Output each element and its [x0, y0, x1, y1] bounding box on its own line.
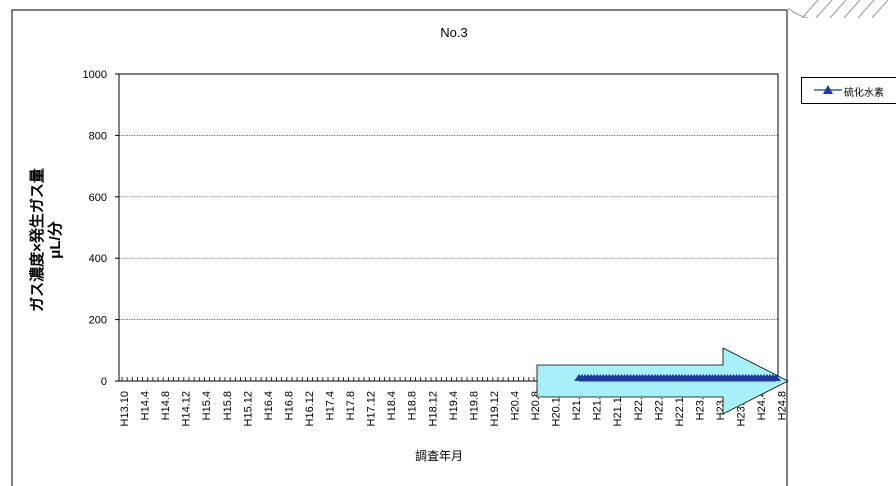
y-axis-label: ガス濃度×発生ガス量μL/分: [28, 168, 64, 312]
x-tick-label: H15.4: [201, 391, 213, 420]
x-tick-label: H21.4: [571, 391, 583, 420]
plot-area: [118, 73, 779, 382]
x-tick-label: H19.4: [448, 391, 460, 420]
chart-title: No.3: [440, 25, 467, 40]
x-tick-label: H19.12: [489, 391, 501, 426]
data-point: [771, 374, 781, 381]
x-tick-label: H16.12: [304, 391, 316, 426]
corner-decoration: [788, 0, 889, 18]
x-tick-label: H15.8: [222, 391, 234, 420]
x-tick-label: H14.12: [181, 391, 193, 426]
y-tick-label: 1000: [83, 69, 107, 81]
y-axis-label-line: μL/分: [47, 221, 64, 259]
x-tick-label: H18.4: [386, 391, 398, 420]
x-tick-label: H22.12: [674, 391, 686, 426]
y-tick-label: 200: [89, 315, 107, 327]
x-tick-label: H17.8: [345, 391, 357, 420]
x-tick-label: H20.4: [509, 391, 521, 420]
x-tick-label: H16.8: [283, 391, 295, 420]
x-tick-label: H19.8: [468, 391, 480, 420]
legend-label: 硫化水素: [844, 88, 884, 99]
y-axis-label-line: ガス濃度×発生ガス量: [28, 168, 46, 312]
y-axis-ticks: 0 200 400 600 800 1000: [83, 69, 119, 388]
legend: 硫化水素: [801, 77, 896, 104]
chart-area-border: [11, 9, 788, 486]
x-tick-label: H20.12: [551, 391, 563, 426]
y-tick-label: 0: [101, 376, 107, 388]
x-tick-label: H20.8: [530, 391, 542, 420]
x-axis-label: 調査年月: [415, 449, 463, 463]
x-tick-label: H17.4: [325, 391, 337, 420]
x-tick-label: H24.4: [756, 391, 768, 420]
x-tick-label: H18.8: [407, 391, 419, 420]
x-tick-label: H18.12: [427, 391, 439, 426]
y-tick-label: 400: [89, 253, 107, 265]
x-tick-label: H13.10: [119, 391, 131, 426]
x-tick-label: H22.4: [633, 391, 645, 420]
y-tick-label: 800: [89, 130, 107, 142]
x-tick-label: H15.12: [242, 391, 254, 426]
x-tick-label: H14.4: [140, 391, 152, 420]
x-tick-label: H21.12: [612, 391, 624, 426]
x-tick-label: H21.8: [592, 391, 604, 420]
x-tick-label: H17.12: [366, 391, 378, 426]
series-h2s: [574, 374, 781, 382]
x-tick-label: H22.8: [653, 391, 665, 420]
y-tick-label: 600: [89, 192, 107, 204]
x-tick-label: H16.4: [263, 391, 275, 420]
x-tick-label: H14.8: [160, 391, 172, 420]
x-tick-label: H23.4: [694, 391, 706, 420]
x-tick-label: H24.8: [777, 391, 789, 420]
legend-marker-icon: [814, 85, 842, 94]
